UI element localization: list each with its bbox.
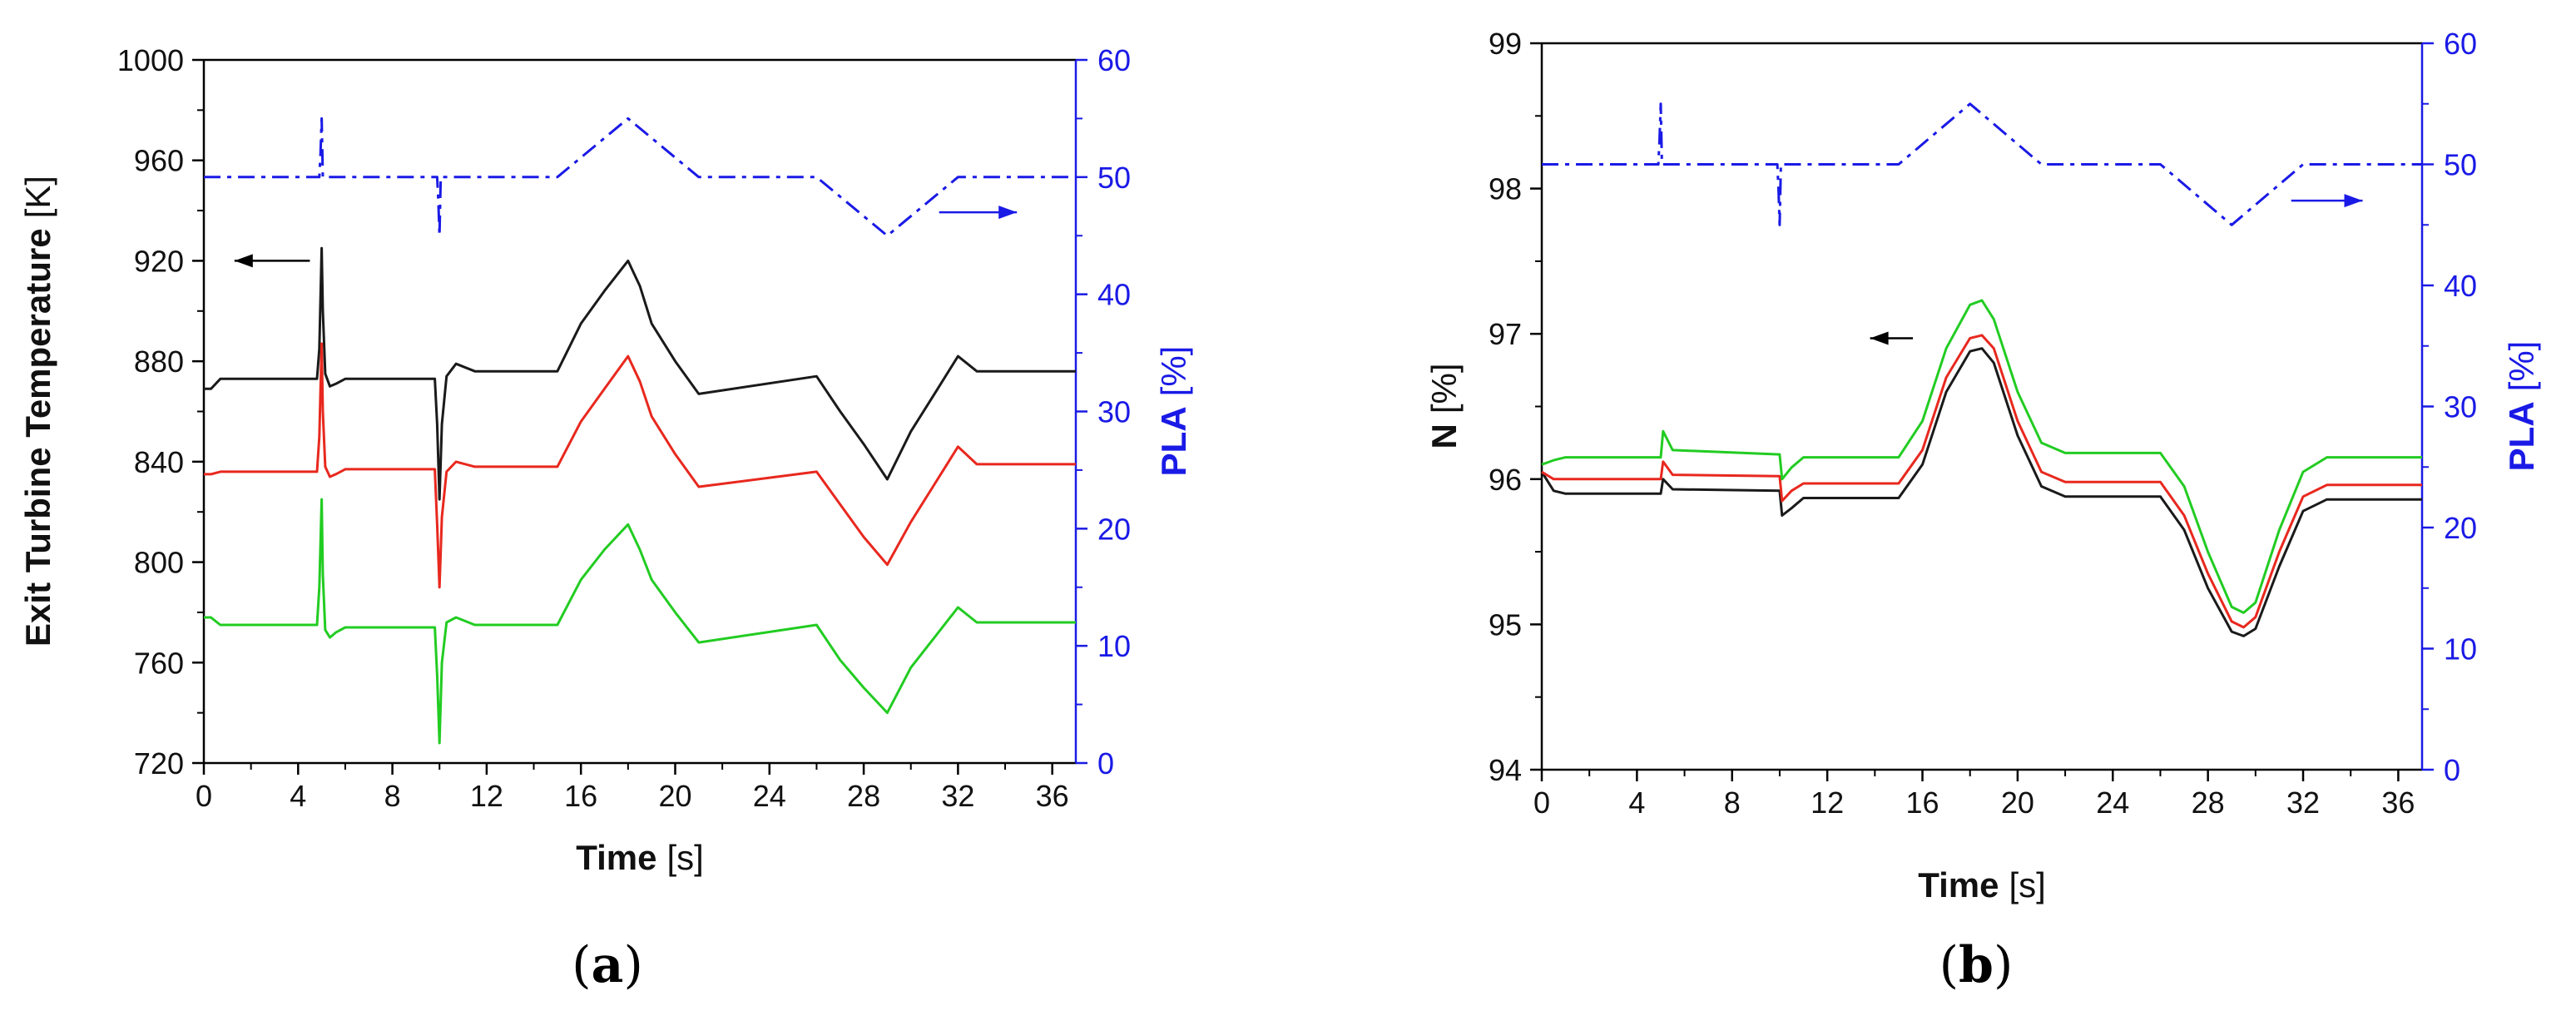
series-line-PLA [1542, 102, 2422, 226]
y-axis-label-unit: [K] [18, 176, 57, 218]
y-tick-label: 96 [1489, 463, 1522, 497]
y-tick-label: 99 [1489, 27, 1522, 61]
x-tick-label: 24 [2096, 786, 2129, 820]
y-axis-label-name: Exit Turbine Temperature [18, 228, 57, 647]
y2-tick-label: 60 [2444, 27, 2477, 61]
arrow-left-head [1870, 331, 1889, 345]
y2-axis-label-unit: [%] [1154, 346, 1193, 397]
y-axis-label-unit: [%] [1424, 363, 1464, 414]
panel-a: 0 4 8 12 16 20 24 28 32 36 720 760 800 840 880 920 960 10… [18, 43, 1193, 994]
x-tick-label: 20 [658, 779, 691, 813]
y2-tick-label: 10 [1097, 629, 1131, 663]
x-tick-label: 28 [847, 779, 880, 813]
y2-tick-label: 20 [1097, 512, 1131, 546]
x-tick-label: 4 [290, 779, 306, 813]
y-tick-label: 960 [134, 144, 184, 178]
arrow-right-head [998, 206, 1018, 220]
x-tick-label: 8 [384, 779, 401, 813]
series-line-green [1541, 299, 2422, 614]
x-tick-label: 8 [1724, 786, 1741, 820]
series-line-red [1541, 334, 2422, 629]
x-tick-label: 4 [1628, 786, 1645, 820]
x-axis-label-name: Time [576, 838, 656, 877]
x-axis-label: Time [s] [1918, 865, 2046, 904]
panel-label: (b) [1939, 936, 2014, 994]
y2-tick-label: 10 [2444, 632, 2477, 667]
y2-tick-label: 20 [2444, 511, 2477, 545]
x-tick-label: 0 [196, 779, 212, 813]
y2-tick-label: 30 [2444, 390, 2477, 424]
y2-axis-label-name: PLA [1154, 406, 1193, 476]
y-tick-label: 1000 [117, 43, 184, 77]
arrow-left-head [234, 254, 253, 268]
panel-label-letter: a [592, 936, 624, 994]
x-tick-label: 28 [2192, 786, 2225, 820]
x-tick-label: 20 [2001, 786, 2034, 820]
y2-axis-label: PLA [%] [2502, 341, 2541, 472]
x-tick-label: 16 [1905, 786, 1939, 820]
arrow-right-head [2344, 194, 2363, 208]
y-tick-label: 760 [134, 646, 184, 680]
panel-label-close: ) [1994, 936, 2013, 994]
series-line-black [204, 246, 1076, 501]
panel-label-letter: b [1959, 936, 1994, 994]
y2-axis-label-unit: [%] [2502, 341, 2541, 392]
series-line-green [204, 498, 1076, 745]
y2-tick-label: 40 [1097, 278, 1131, 312]
series-line-red [204, 342, 1076, 589]
y-tick-label: 98 [1489, 172, 1522, 206]
x-tick-label: 16 [564, 779, 597, 813]
y-axis-label: Exit Turbine Temperature [K] [18, 176, 57, 647]
y-tick-label: 95 [1489, 607, 1522, 642]
y2-axis-label-name: PLA [2502, 401, 2541, 471]
y-tick-label: 840 [134, 445, 184, 479]
x-tick-label: 12 [1811, 786, 1844, 820]
y-tick-label: 94 [1489, 753, 1522, 787]
panel-label-close: ) [623, 936, 642, 994]
panel-b: 0 4 8 12 16 20 24 28 32 36 94 95 96 97 98 99 0 10 20 30 40 50… [1424, 27, 2541, 994]
panel-label-open: ( [1939, 936, 1959, 994]
panel-label-open: ( [572, 936, 591, 994]
x-tick-label: 0 [1533, 786, 1550, 820]
x-tick-label: 36 [1036, 779, 1069, 813]
y2-tick-label: 0 [2444, 753, 2460, 787]
y2-tick-label: 30 [1097, 395, 1131, 429]
y-tick-label: 920 [134, 244, 184, 278]
x-axis-label-unit: [s] [2009, 865, 2045, 904]
y2-tick-label: 50 [2444, 148, 2477, 182]
y-tick-label: 720 [134, 746, 184, 781]
y2-tick-label: 60 [1097, 43, 1131, 77]
y2-tick-label: 0 [1097, 746, 1114, 781]
x-axis-label-unit: [s] [666, 838, 703, 877]
x-tick-label: 24 [753, 779, 786, 813]
x-axis-label: Time [s] [576, 838, 704, 877]
series-line-black [1540, 347, 2422, 637]
y-tick-label: 97 [1489, 317, 1522, 351]
y-axis-label: N [%] [1424, 363, 1464, 449]
x-tick-label: 32 [2286, 786, 2320, 820]
panel-label: (a) [572, 936, 643, 994]
y2-tick-label: 50 [1097, 161, 1131, 195]
y-tick-label: 880 [134, 344, 184, 379]
x-tick-label: 32 [941, 779, 974, 813]
y-tick-label: 800 [134, 546, 184, 580]
x-axis-label-name: Time [1918, 865, 1999, 904]
y2-tick-label: 40 [2444, 269, 2477, 303]
y2-axis-label: PLA [%] [1154, 346, 1193, 477]
x-tick-label: 36 [2381, 786, 2415, 820]
series-line-PLA [204, 116, 1076, 237]
x-tick-label: 12 [470, 779, 503, 813]
y-axis-label-name: N [1424, 424, 1464, 449]
